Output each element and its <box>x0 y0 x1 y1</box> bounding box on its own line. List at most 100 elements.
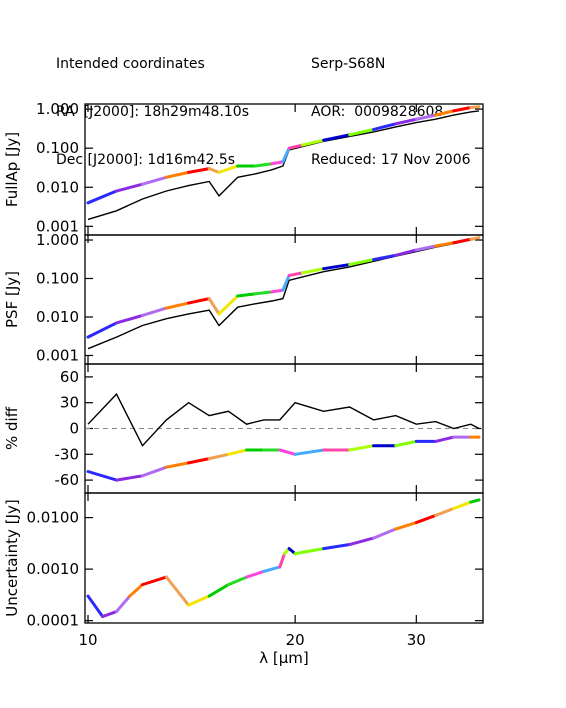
series-segment <box>452 105 473 113</box>
y-tick-label: 0.100 <box>36 139 79 157</box>
y-tick-label: 0.0001 <box>27 612 80 630</box>
series-segment <box>452 500 473 511</box>
header-intended-coordinates: Intended coordinates <box>56 56 205 72</box>
series-segment <box>86 189 118 205</box>
series-segment <box>187 167 211 174</box>
series-segment <box>434 241 456 248</box>
series-segment <box>414 113 438 121</box>
y-tick-label: 0.001 <box>36 346 79 364</box>
series-segment <box>236 292 257 298</box>
series-segment <box>301 267 326 275</box>
y-tick-label: 0.010 <box>36 308 79 326</box>
series-segment <box>270 160 285 166</box>
series-segment <box>270 288 285 294</box>
y-tick-label: 1.000 <box>36 231 79 249</box>
y-tick-label: -30 <box>55 445 80 463</box>
series-segment <box>140 575 168 587</box>
series-segment <box>322 133 352 142</box>
series-segment <box>245 569 266 579</box>
y-axis-label-diff: % diff <box>3 406 21 450</box>
y-tick-label: 60 <box>60 368 79 386</box>
header-reduced: Reduced: 17 Nov 2006 <box>311 152 471 168</box>
series-segment <box>187 594 211 607</box>
y-tick-label: 1.000 <box>36 100 79 118</box>
header-aor: AOR: 0009828608 <box>311 104 444 120</box>
series-segment <box>394 248 418 257</box>
series-group-fullap <box>86 105 481 221</box>
series-segment <box>293 448 326 456</box>
x-tick-label: 20 <box>286 631 305 649</box>
series-segment <box>278 552 286 569</box>
series-segment <box>394 521 418 531</box>
x-tick-label: 30 <box>407 631 426 649</box>
series-segment <box>86 470 118 482</box>
series-segment <box>217 294 240 316</box>
series-segment <box>452 237 473 245</box>
series-segment <box>207 297 221 316</box>
header-left: Intended coordinates RA [J2000]: 18h29m4… <box>56 24 249 184</box>
series-segment <box>114 474 144 482</box>
series-segment <box>434 507 456 517</box>
panel-frame-uncertainty <box>84 492 484 624</box>
series-segment <box>140 306 168 317</box>
series-segment <box>86 321 118 339</box>
series-group-uncertainty <box>86 498 481 619</box>
panel-frame-psf <box>84 234 484 365</box>
series-segment <box>207 583 230 598</box>
y-tick-label: 0.001 <box>36 217 79 235</box>
series-segment <box>253 290 274 296</box>
series-segment <box>394 439 418 448</box>
series-segment <box>414 513 438 525</box>
series-group-diff <box>86 392 481 482</box>
plot-content: 0.001 0.010 0.100 1.000 FullAp [Jy] 0.001 0.01… <box>3 100 484 649</box>
series-segment <box>348 444 376 452</box>
series-segment <box>164 170 191 179</box>
y-axis-label-fullap: FullAp [Jy] <box>3 132 21 207</box>
series-line-0 <box>87 237 480 350</box>
series-segment <box>187 457 211 465</box>
series-segment <box>217 164 240 174</box>
series-segment <box>281 273 291 292</box>
series-segment <box>372 122 398 132</box>
series-segment <box>86 594 105 619</box>
y-tick-label: 0.100 <box>36 269 79 287</box>
series-segment <box>348 258 376 267</box>
y-tick-label: 0 <box>69 420 79 438</box>
series-segment <box>207 452 230 461</box>
series-segment <box>434 109 456 117</box>
series-segment <box>469 236 481 241</box>
x-tick-label: 10 <box>78 631 97 649</box>
series-segment <box>322 543 352 551</box>
series-segment <box>348 128 376 137</box>
series-segment <box>262 565 282 573</box>
series-segment <box>469 498 481 504</box>
series-segment <box>287 271 305 277</box>
x-axis-label: λ [μm] <box>259 649 309 667</box>
header-ra: RA [J2000]: 18h29m48.10s <box>56 104 249 120</box>
series-segment <box>414 244 438 252</box>
series-segment <box>207 167 221 174</box>
y-tick-label: 0.010 <box>36 178 79 196</box>
y-axis-label-psf: PSF [Jy] <box>3 271 21 328</box>
y-tick-label: -60 <box>55 471 80 489</box>
panel-frame-fullap <box>84 103 484 236</box>
series-segment <box>253 162 274 168</box>
series-segment <box>278 448 297 456</box>
series-segment <box>434 435 456 443</box>
series-segment <box>293 547 326 556</box>
series-segment <box>114 182 144 193</box>
series-line-0 <box>87 110 480 221</box>
series-segment <box>372 253 398 262</box>
series-segment <box>226 575 249 587</box>
series-segment <box>187 297 211 305</box>
series-segment <box>101 610 118 619</box>
header-dec: Dec [J2000]: 1d16m42.5s <box>56 152 236 168</box>
series-segment <box>164 301 191 310</box>
series-segment <box>372 527 398 540</box>
series-group-psf <box>86 236 481 350</box>
series-segment <box>164 575 191 607</box>
series-segment <box>469 105 481 109</box>
series-line-0 <box>87 392 480 447</box>
series-segment <box>394 117 418 126</box>
y-tick-label: 0.0010 <box>27 560 80 578</box>
